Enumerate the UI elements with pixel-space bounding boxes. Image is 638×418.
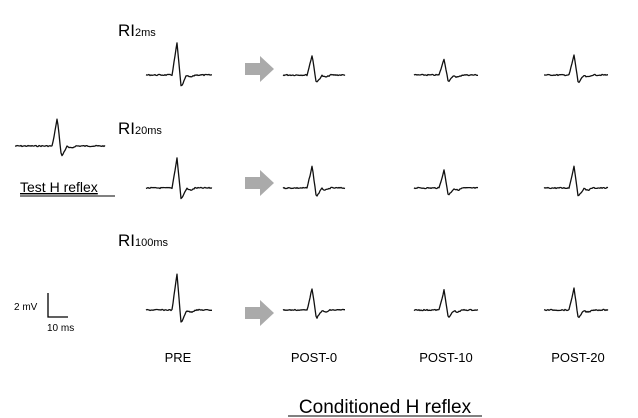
scale-bar: [47, 293, 68, 318]
row-label-main: RI: [118, 231, 135, 250]
trace: [14, 118, 106, 157]
trace: [543, 287, 609, 319]
test-label: Test H reflex: [20, 179, 98, 195]
arrow: [245, 56, 274, 82]
column-label: PRE: [165, 350, 192, 365]
scale-time: 10 ms: [47, 323, 74, 334]
arrows: [245, 56, 274, 326]
traces: [14, 42, 609, 323]
row-label-sub: 20ms: [135, 125, 162, 137]
scale-voltage: 2 mV: [14, 302, 38, 313]
row-label-sub: 2ms: [135, 27, 156, 39]
row-label-main: RI: [118, 21, 135, 40]
row-label: RI20ms: [118, 119, 162, 138]
trace: [282, 165, 346, 197]
trace: [282, 288, 345, 319]
trace: [413, 58, 479, 83]
row-label-sub: 100ms: [135, 237, 169, 249]
footer-label: Conditioned H reflex: [299, 397, 472, 418]
column-label: POST-20: [551, 350, 604, 365]
row-label-main: RI: [118, 119, 135, 138]
trace: [145, 42, 212, 87]
arrow: [245, 300, 274, 326]
row-label: RI2ms: [118, 21, 156, 40]
trace: [145, 273, 212, 323]
trace: [145, 157, 213, 200]
arrow: [245, 170, 274, 196]
trace: [413, 289, 479, 318]
row-label: RI100ms: [118, 231, 169, 250]
column-label: POST-0: [291, 350, 337, 365]
trace: [543, 165, 609, 197]
trace: [282, 55, 346, 83]
trace: [544, 54, 608, 84]
trace: [413, 169, 479, 196]
column-label: POST-10: [419, 350, 472, 365]
